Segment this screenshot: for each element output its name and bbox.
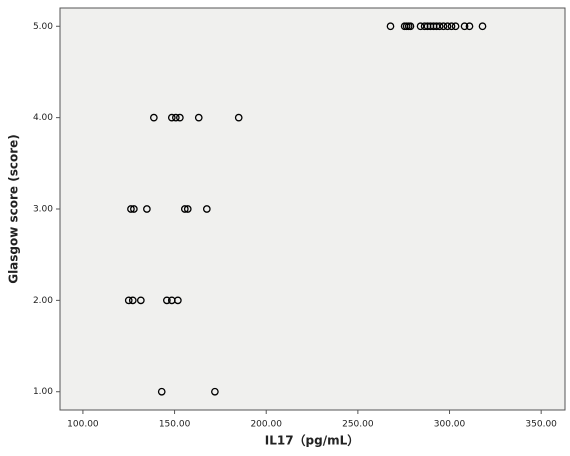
x-tick-label: 250.00: [342, 420, 374, 430]
y-tick-label: 5.00: [33, 22, 53, 32]
point: [176, 113, 184, 122]
point: [127, 205, 135, 213]
x-tick-label: 150.00: [159, 420, 191, 430]
point: [128, 296, 137, 305]
point: [124, 296, 133, 305]
point: [157, 387, 166, 396]
point: [150, 113, 158, 122]
y-tick-label: 2.00: [33, 296, 53, 306]
x-axis-title: IL17（pg/mL）: [265, 433, 360, 448]
y-tick-label: 4.00: [33, 113, 53, 123]
y-axis-title: Glasgow score (score): [7, 134, 21, 284]
point: [180, 205, 189, 213]
point: [465, 22, 474, 31]
point: [163, 296, 171, 305]
point: [435, 22, 444, 31]
point: [174, 296, 182, 305]
point: [443, 22, 452, 31]
plot-area: [59, 7, 566, 411]
x-tick-label: 300.00: [434, 420, 466, 430]
point: [447, 22, 456, 31]
point: [171, 113, 180, 122]
point: [460, 22, 469, 31]
point: [136, 296, 145, 305]
point: [167, 113, 176, 122]
point: [143, 205, 151, 213]
point: [439, 22, 448, 31]
point: [202, 205, 211, 213]
point: [478, 22, 487, 31]
point: [234, 113, 243, 122]
y-tick-label: 3.00: [33, 205, 53, 215]
point: [211, 387, 219, 396]
x-tick-label: 200.00: [250, 420, 282, 430]
y-tick-label: 1.00: [33, 387, 53, 397]
x-tick-label: 350.00: [525, 420, 557, 430]
point: [194, 113, 203, 122]
point: [386, 22, 395, 31]
point: [451, 22, 460, 31]
point: [183, 205, 192, 213]
point: [406, 22, 415, 31]
point: [130, 205, 138, 213]
x-tick-label: 100.00: [67, 420, 99, 430]
